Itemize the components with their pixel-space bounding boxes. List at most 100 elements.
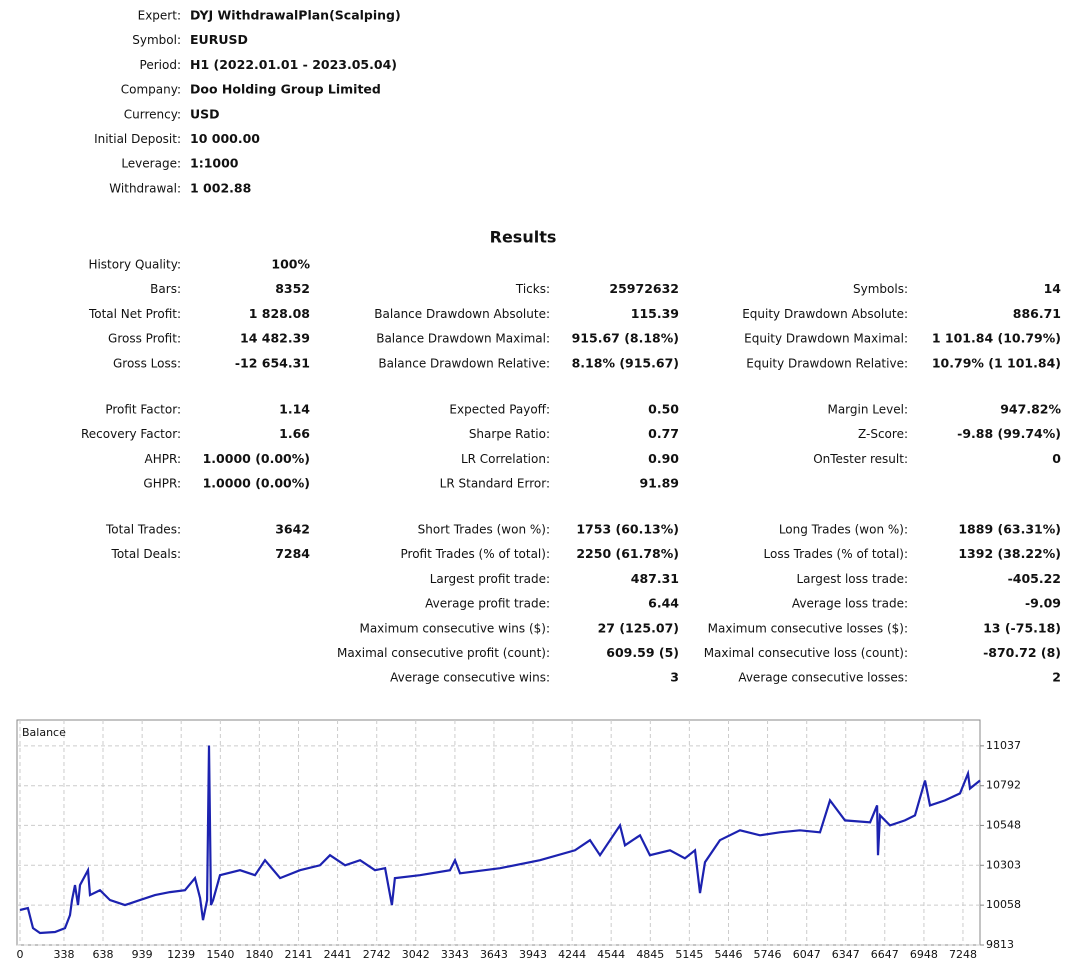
stat-value: 947.82% (1000, 402, 1061, 417)
field-value: 1:1000 (190, 156, 239, 171)
field-label: Leverage: (121, 157, 181, 171)
field-label: Currency: (124, 107, 181, 121)
x-tick-label: 7248 (949, 948, 977, 961)
stat-value: 10.79% (1 101.84) (932, 355, 1061, 370)
stat-label: Maximal consecutive profit (count): (337, 646, 550, 660)
stat-label: Balance Drawdown Absolute: (374, 307, 550, 321)
stat-label: Average consecutive wins: (390, 671, 550, 685)
x-tick-label: 939 (132, 948, 153, 961)
stat-label: Gross Loss: (113, 356, 181, 370)
stat-value: 1.0000 (0.00%) (203, 476, 310, 491)
stat-label: History Quality: (88, 258, 181, 272)
stat-value: 1889 (63.31%) (958, 522, 1061, 537)
stat-value: 1392 (38.22%) (958, 546, 1061, 561)
balance-line (19, 745, 981, 935)
field-label: Period: (140, 58, 181, 72)
stat-value: -9.09 (1025, 596, 1061, 611)
y-tick-label: 10058 (986, 898, 1021, 911)
stat-label: Profit Factor: (105, 403, 181, 417)
stat-label: Long Trades (won %): (779, 523, 908, 537)
stat-label: Profit Trades (% of total): (401, 547, 550, 561)
stat-value: 13 (-75.18) (983, 620, 1061, 635)
stat-label: Average loss trade: (792, 597, 908, 611)
stat-value: 886.71 (1013, 306, 1061, 321)
field-value: Doo Holding Group Limited (190, 82, 381, 97)
x-tick-label: 2141 (285, 948, 313, 961)
y-tick-label: 11037 (986, 739, 1021, 752)
field-value: DYJ WithdrawalPlan(Scalping) (190, 8, 401, 23)
stat-value: 14 482.39 (240, 331, 310, 346)
stat-label: Bars: (150, 282, 181, 296)
field-value: EURUSD (190, 32, 248, 47)
y-tick-label: 10548 (986, 818, 1021, 831)
stat-label: Symbols: (853, 282, 908, 296)
stat-label: Maximum consecutive wins ($): (359, 621, 550, 635)
x-tick-label: 3343 (441, 948, 469, 961)
stat-value: 1 828.08 (249, 306, 310, 321)
stat-value: -405.22 (1008, 571, 1061, 586)
x-tick-label: 638 (92, 948, 113, 961)
stat-label: Loss Trades (% of total): (764, 547, 909, 561)
stat-label: Maximal consecutive loss (count): (704, 646, 908, 660)
x-tick-label: 3042 (402, 948, 430, 961)
field-label: Company: (121, 83, 181, 97)
stat-label: Recovery Factor: (81, 427, 181, 441)
stat-value: 25972632 (609, 281, 679, 296)
field-value: 1 002.88 (190, 180, 251, 195)
x-tick-label: 0 (16, 948, 23, 961)
stat-value: 0 (1052, 451, 1061, 466)
stat-label: Balance Drawdown Maximal: (376, 332, 550, 346)
field-label: Expert: (138, 9, 181, 23)
x-tick-label: 6047 (793, 948, 821, 961)
stat-value: 8352 (275, 281, 310, 296)
stat-value: 1753 (60.13%) (576, 522, 679, 537)
stat-value: -9.88 (99.74%) (957, 426, 1061, 441)
x-tick-label: 5145 (675, 948, 703, 961)
stat-value: 1 101.84 (10.79%) (932, 331, 1061, 346)
stat-value: 609.59 (5) (606, 645, 679, 660)
stat-label: Total Net Profit: (88, 307, 181, 321)
y-tick-label: 9813 (986, 938, 1014, 951)
field-value: 10 000.00 (190, 131, 260, 146)
x-tick-label: 1840 (245, 948, 273, 961)
stat-value: 2250 (61.78%) (576, 546, 679, 561)
stat-label: Largest profit trade: (430, 572, 550, 586)
stat-label: Equity Drawdown Maximal: (744, 332, 908, 346)
x-tick-label: 6347 (832, 948, 860, 961)
x-tick-label: 1540 (206, 948, 234, 961)
stat-value: 1.66 (279, 426, 310, 441)
stat-value: 1.0000 (0.00%) (203, 451, 310, 466)
stat-value: 100% (271, 257, 310, 272)
stat-label: Largest loss trade: (796, 572, 908, 586)
stat-value: 14 (1044, 281, 1062, 296)
stat-label: Equity Drawdown Absolute: (742, 307, 908, 321)
stat-label: Gross Profit: (108, 332, 181, 346)
x-tick-label: 4244 (558, 948, 586, 961)
stat-label: Margin Level: (827, 403, 908, 417)
y-tick-label: 10303 (986, 858, 1021, 871)
results-title: Results (490, 228, 557, 247)
x-tick-label: 4544 (597, 948, 625, 961)
stat-value: 487.31 (631, 571, 679, 586)
stat-label: Balance Drawdown Relative: (378, 356, 550, 370)
stat-label: Total Deals: (111, 547, 181, 561)
stat-value: 8.18% (915.67) (572, 355, 679, 370)
x-tick-label: 2742 (363, 948, 391, 961)
legend-label: Balance (22, 726, 66, 739)
stat-value: 7284 (275, 546, 310, 561)
stat-label: LR Standard Error: (440, 477, 550, 491)
stat-label: Total Trades: (105, 523, 181, 537)
chart-frame (16, 719, 981, 946)
x-tick-label: 1239 (167, 948, 195, 961)
stat-value: -12 654.31 (235, 355, 310, 370)
stat-value: 3 (670, 670, 679, 685)
stat-value: 91.89 (639, 476, 679, 491)
x-tick-label: 3643 (480, 948, 508, 961)
x-tick-label: 5446 (715, 948, 743, 961)
x-tick-label: 3943 (519, 948, 547, 961)
x-tick-label: 5746 (754, 948, 782, 961)
stat-label: Ticks: (515, 282, 550, 296)
stat-label: Maximum consecutive losses ($): (708, 621, 908, 635)
